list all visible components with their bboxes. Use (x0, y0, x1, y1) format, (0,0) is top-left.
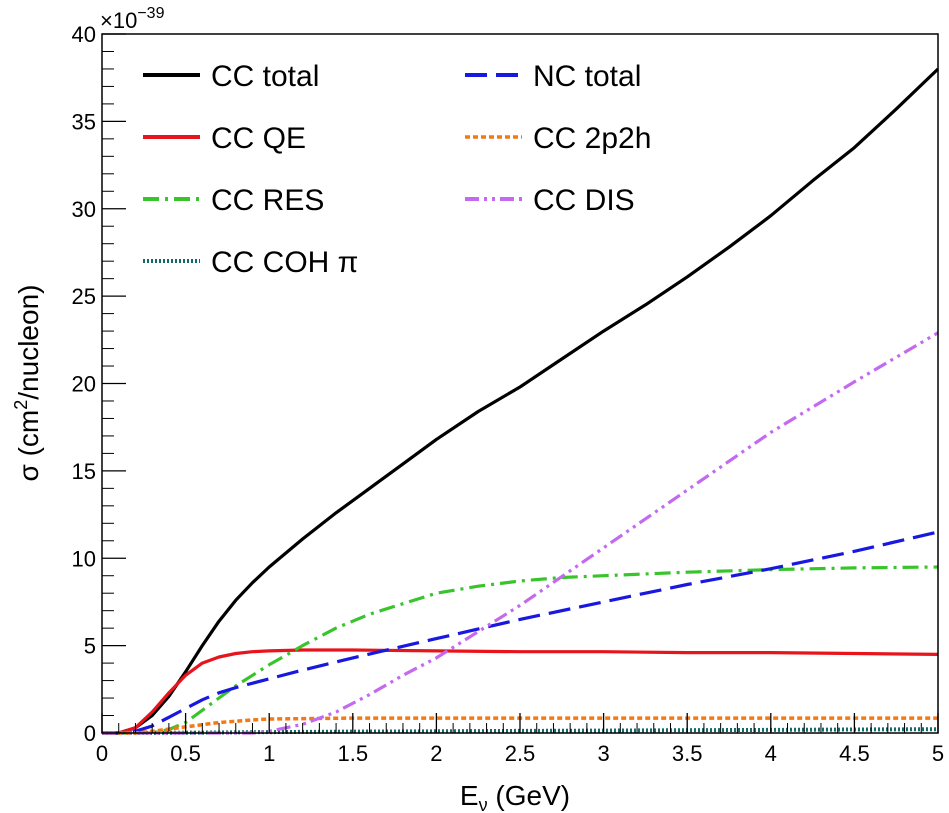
legend: CC total CC QE CC RES CC COH π NC total CC 2p… (143, 60, 651, 279)
y-tick-label: 30 (72, 197, 96, 222)
y-axis-title-post: /nucleon) (13, 285, 44, 400)
x-tick-label: 3 (597, 741, 609, 766)
series-line-cc-dis (102, 331, 939, 735)
legend-label: CC total (211, 60, 319, 93)
y-multiplier: ×10−39 (100, 5, 165, 33)
x-axis-title-subscript: ν (479, 795, 488, 813)
x-tick-label: 0.5 (170, 741, 201, 766)
x-tick-label: 2.5 (505, 741, 536, 766)
legend-label: CC 2p2h (533, 122, 651, 155)
x-tick-label: 5 (932, 741, 944, 766)
y-tick-label: 15 (72, 459, 96, 484)
y-multiplier-exponent: −39 (137, 5, 164, 22)
y-axis-title-pre: σ (cm (13, 410, 44, 482)
legend-label: CC RES (211, 184, 324, 217)
axis-layer: 0 0.5 1 1.5 2 2.5 3 3.5 4 4.5 5 0 5 10 15 20 25 30 35 40 (72, 22, 945, 766)
y-axis-title-superscript: 2 (11, 400, 31, 410)
y-multiplier-base: ×10 (100, 8, 137, 33)
legend-label: CC DIS (533, 184, 635, 217)
y-tick-label: 10 (72, 546, 96, 571)
series-line-cc-res (102, 565, 939, 735)
y-tick-label: 40 (72, 22, 96, 47)
x-axis-title-rest: (GeV) (488, 780, 570, 811)
x-tick-label: 2 (430, 741, 442, 766)
x-axis-title-main: E (460, 780, 479, 811)
legend-label: NC total (533, 60, 641, 93)
y-tick-label: 35 (72, 109, 96, 134)
x-axis-title: Eν (GeV) (460, 780, 570, 813)
x-tick-label: 4 (765, 741, 777, 766)
x-tick-label: 0 (96, 741, 108, 766)
x-tick-label: 1 (263, 741, 275, 766)
x-tick-label: 4.5 (839, 741, 870, 766)
legend-label: CC COH π (211, 246, 358, 279)
series-line-cc-qe (102, 648, 939, 735)
x-tick-label: 1.5 (338, 741, 369, 766)
y-tick-label: 25 (72, 284, 96, 309)
y-tick-label: 20 (72, 372, 96, 397)
x-tick-label: 3.5 (672, 741, 703, 766)
legend-label: CC QE (211, 122, 306, 155)
y-tick-label: 5 (84, 634, 96, 659)
y-tick-label: 0 (84, 721, 96, 746)
series-line-cc-coh- (101, 727, 939, 735)
y-axis-title: σ (cm2/nucleon) (11, 285, 44, 482)
